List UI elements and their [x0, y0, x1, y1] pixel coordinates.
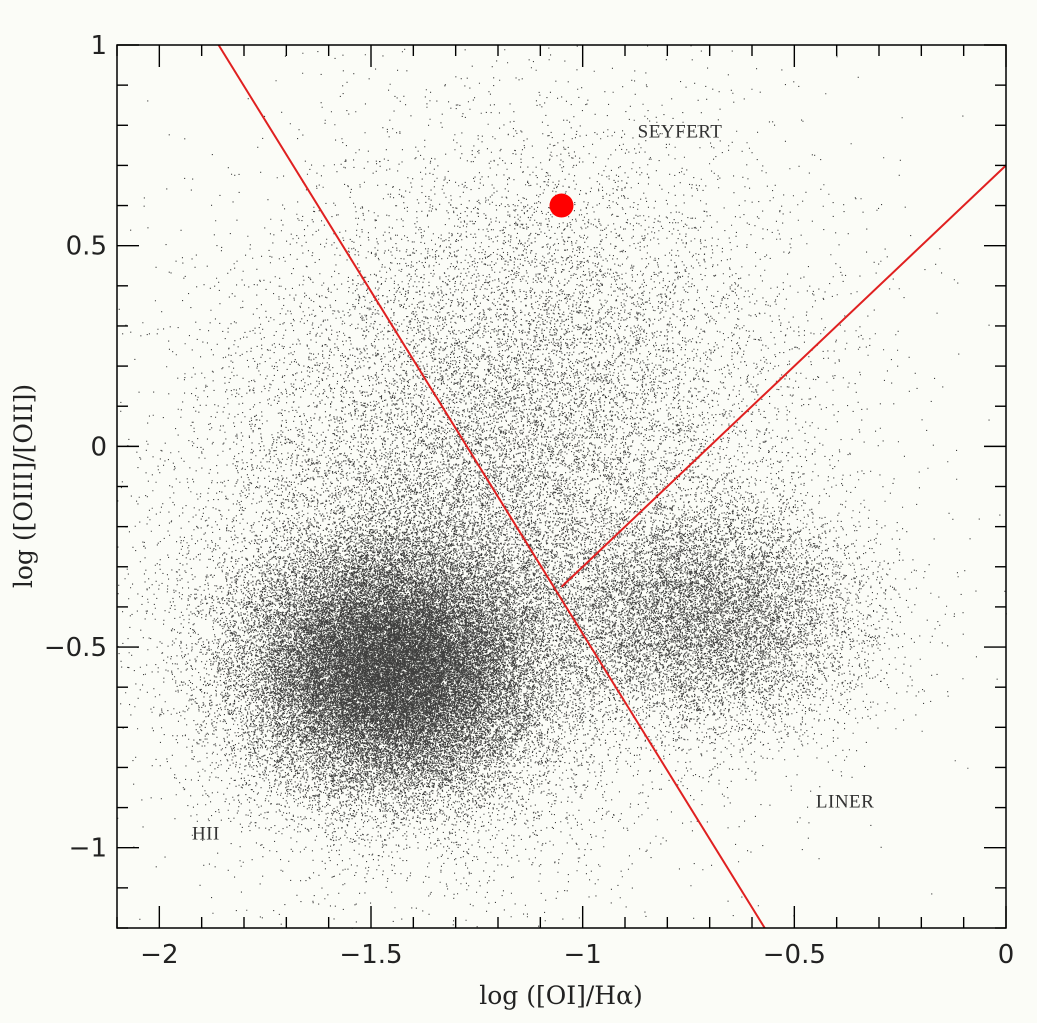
x-tick-label: 0 [998, 940, 1015, 970]
highlight-point [549, 193, 574, 218]
axis-ticks [116, 44, 1007, 929]
dividing-lines [217, 45, 1006, 928]
y-axis-label: log ([OIII]/[OII]) [9, 384, 38, 588]
region-label-hii: HII [192, 824, 220, 845]
region-labels: SEYFERT LINER HII [192, 121, 874, 844]
x-axis-label: log ([OI]/Hα) [479, 981, 643, 1010]
region-label-liner: LINER [816, 792, 874, 813]
y-tick-label: 0.5 [66, 232, 107, 262]
dividing-line-1 [217, 45, 766, 928]
y-tick-label: 0 [90, 432, 107, 462]
y-tick-label: −1 [69, 834, 107, 864]
scatter-points [117, 45, 1007, 929]
highlight-point-layer [549, 193, 574, 218]
y-tick-label: −0.5 [44, 633, 107, 663]
dividing-line-2 [560, 164, 1006, 588]
x-tick-label: −0.5 [763, 940, 826, 970]
y-tick-label: 1 [90, 31, 107, 61]
x-tick-label: −2 [140, 940, 178, 970]
x-tick-label: −1 [564, 940, 602, 970]
x-tick-label: −1.5 [339, 940, 402, 970]
tick-labels: −2 −1.5 −1 −0.5 0 −1 −0.5 0 0.5 1 [44, 31, 1014, 970]
region-label-seyfert: SEYFERT [638, 121, 723, 142]
scatter-point-cloud [117, 45, 1007, 929]
